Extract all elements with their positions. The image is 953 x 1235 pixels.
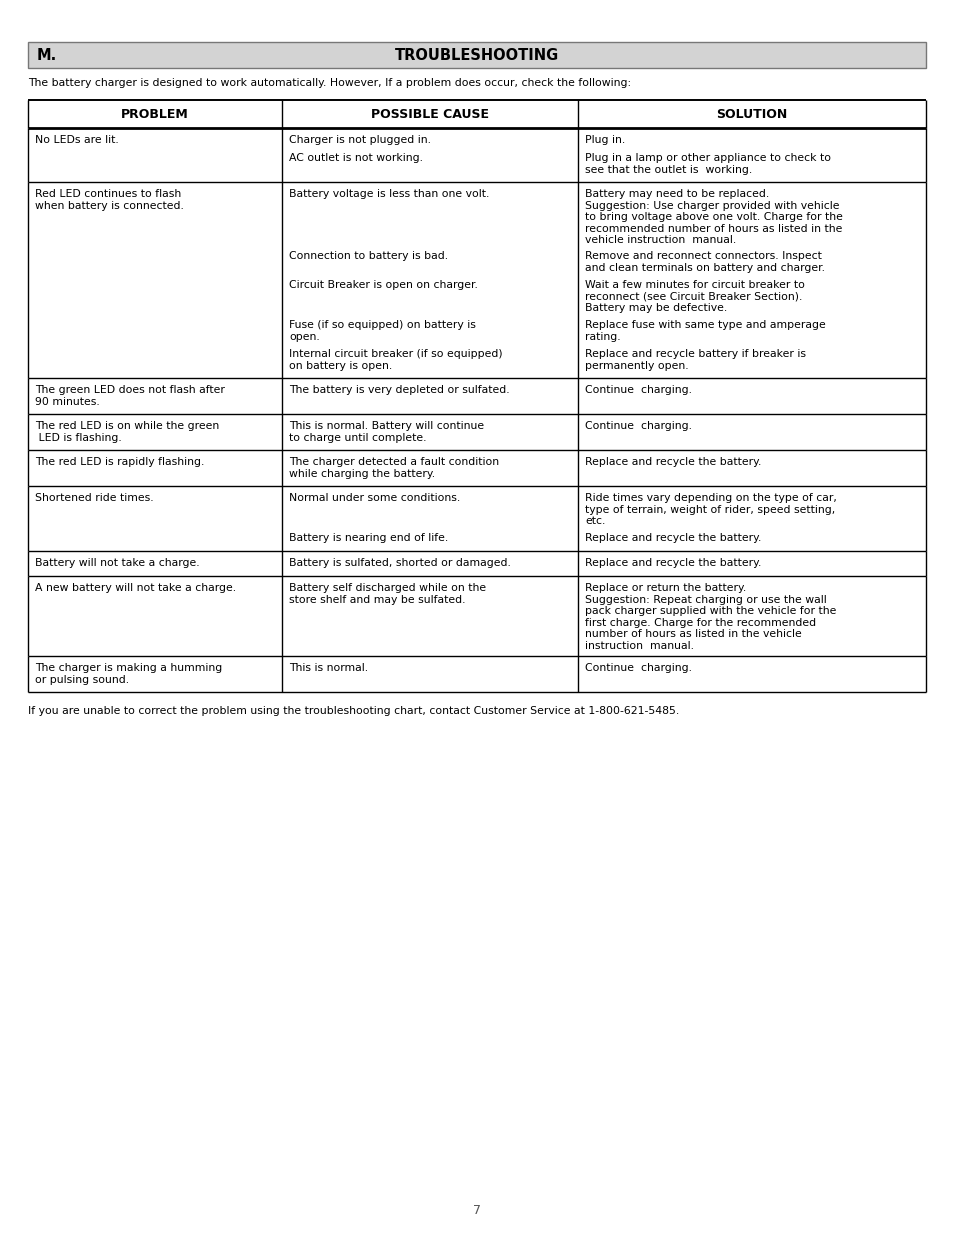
Text: POSSIBLE CAUSE: POSSIBLE CAUSE [371, 107, 489, 121]
Text: Fuse (if so equipped) on battery is
open.: Fuse (if so equipped) on battery is open… [289, 320, 476, 342]
Text: The charger detected a fault condition
while charging the battery.: The charger detected a fault condition w… [289, 457, 498, 479]
Text: A new battery will not take a charge.: A new battery will not take a charge. [35, 583, 236, 593]
Text: Replace and recycle the battery.: Replace and recycle the battery. [585, 457, 761, 467]
Text: Ride times vary depending on the type of car,
type of terrain, weight of rider, : Ride times vary depending on the type of… [585, 493, 837, 526]
Text: Battery voltage is less than one volt.: Battery voltage is less than one volt. [289, 189, 489, 199]
Text: AC outlet is not working.: AC outlet is not working. [289, 153, 423, 163]
Text: Continue  charging.: Continue charging. [585, 663, 692, 673]
Text: TROUBLESHOOTING: TROUBLESHOOTING [395, 47, 558, 63]
Text: Circuit Breaker is open on charger.: Circuit Breaker is open on charger. [289, 280, 477, 290]
Text: The green LED does not flash after
90 minutes.: The green LED does not flash after 90 mi… [35, 385, 225, 406]
Text: No LEDs are lit.: No LEDs are lit. [35, 135, 118, 144]
Text: Internal circuit breaker (if so equipped)
on battery is open.: Internal circuit breaker (if so equipped… [289, 350, 502, 370]
Text: The red LED is rapidly flashing.: The red LED is rapidly flashing. [35, 457, 204, 467]
Text: Continue  charging.: Continue charging. [585, 385, 692, 395]
Text: M.: M. [37, 47, 57, 63]
Text: The charger is making a humming
or pulsing sound.: The charger is making a humming or pulsi… [35, 663, 222, 684]
Text: The red LED is on while the green
 LED is flashing.: The red LED is on while the green LED is… [35, 421, 219, 442]
Text: Normal under some conditions.: Normal under some conditions. [289, 493, 460, 503]
Text: Replace and recycle battery if breaker is
permanently open.: Replace and recycle battery if breaker i… [585, 350, 805, 370]
Text: This is normal.: This is normal. [289, 663, 368, 673]
Text: Battery self discharged while on the
store shelf and may be sulfated.: Battery self discharged while on the sto… [289, 583, 486, 605]
Text: Replace fuse with same type and amperage
rating.: Replace fuse with same type and amperage… [585, 320, 825, 342]
Text: Battery is sulfated, shorted or damaged.: Battery is sulfated, shorted or damaged. [289, 558, 511, 568]
Text: This is normal. Battery will continue
to charge until complete.: This is normal. Battery will continue to… [289, 421, 484, 442]
Text: PROBLEM: PROBLEM [121, 107, 189, 121]
Text: Connection to battery is bad.: Connection to battery is bad. [289, 251, 448, 261]
Text: Replace or return the battery.
Suggestion: Repeat charging or use the wall
pack : Replace or return the battery. Suggestio… [585, 583, 836, 651]
Text: Continue  charging.: Continue charging. [585, 421, 692, 431]
Text: Battery may need to be replaced.
Suggestion: Use charger provided with vehicle
t: Battery may need to be replaced. Suggest… [585, 189, 842, 246]
Text: Wait a few minutes for circuit breaker to
reconnect (see Circuit Breaker Section: Wait a few minutes for circuit breaker t… [585, 280, 804, 314]
Text: Shortened ride times.: Shortened ride times. [35, 493, 153, 503]
Text: Replace and recycle the battery.: Replace and recycle the battery. [585, 558, 761, 568]
Text: Replace and recycle the battery.: Replace and recycle the battery. [585, 534, 761, 543]
Text: Plug in.: Plug in. [585, 135, 625, 144]
Text: Battery will not take a charge.: Battery will not take a charge. [35, 558, 199, 568]
Text: 7: 7 [473, 1203, 480, 1216]
Text: Plug in a lamp or other appliance to check to
see that the outlet is  working.: Plug in a lamp or other appliance to che… [585, 153, 831, 174]
Text: Red LED continues to flash
when battery is connected.: Red LED continues to flash when battery … [35, 189, 184, 211]
Text: SOLUTION: SOLUTION [716, 107, 787, 121]
Bar [28, 42, 925, 68]
Text: Remove and reconnect connectors. Inspect
and clean terminals on battery and char: Remove and reconnect connectors. Inspect… [585, 251, 824, 273]
Text: Charger is not plugged in.: Charger is not plugged in. [289, 135, 431, 144]
Text: If you are unable to correct the problem using the troubleshooting chart, contac: If you are unable to correct the problem… [28, 706, 679, 716]
Text: The battery charger is designed to work automatically. However, If a problem doe: The battery charger is designed to work … [28, 78, 631, 88]
Text: Battery is nearing end of life.: Battery is nearing end of life. [289, 534, 448, 543]
Text: The battery is very depleted or sulfated.: The battery is very depleted or sulfated… [289, 385, 509, 395]
